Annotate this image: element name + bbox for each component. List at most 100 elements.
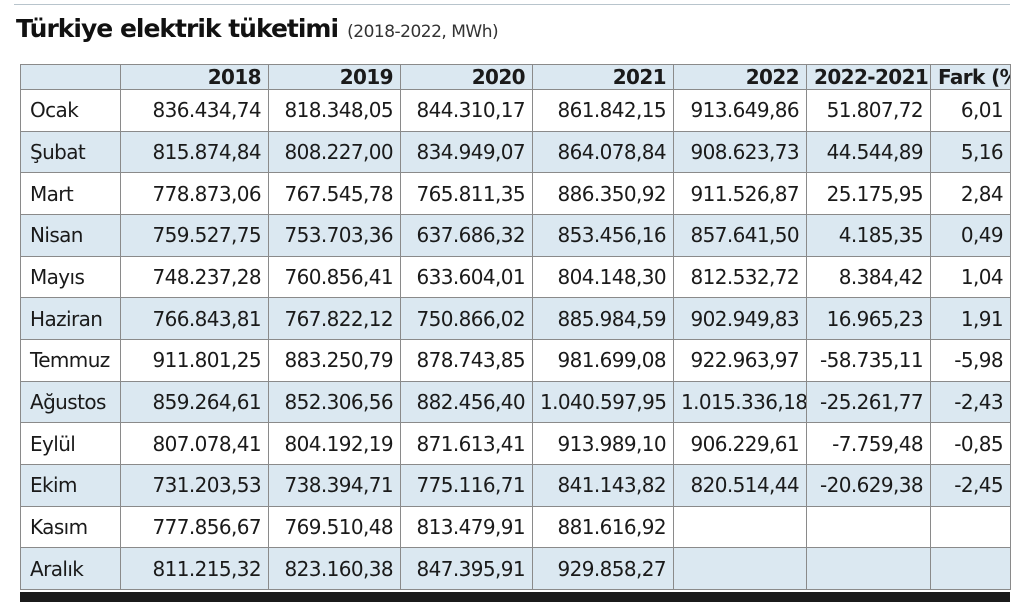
- value-cell: -5,98: [930, 338, 1011, 382]
- value-cell: 6,01: [930, 89, 1011, 132]
- value-cell: -58.735,11: [806, 338, 931, 382]
- value-cell: 834.949,07: [400, 130, 533, 174]
- month-cell: Nisan: [20, 213, 121, 257]
- value-cell: 766.843,81: [120, 297, 269, 340]
- value-cell: 981.699,08: [532, 338, 674, 382]
- header-cell: 2019: [268, 64, 401, 90]
- value-cell: 861.842,15: [532, 89, 674, 132]
- table-row: Ekim 731.203,53 738.394,71 775.116,71 841.14…: [20, 463, 1011, 507]
- value-cell: 750.866,02: [400, 297, 533, 340]
- value-cell: -7.759,48: [806, 422, 931, 465]
- table-row: Mayıs 748.237,28 760.856,41 633.604,01 804.1…: [20, 255, 1011, 299]
- value-cell: -0,85: [930, 422, 1011, 465]
- value-cell: 815.874,84: [120, 130, 269, 174]
- value-cell: 864.078,84: [532, 130, 674, 174]
- value-cell: 808.227,00: [268, 130, 401, 174]
- value-cell: 5,16: [930, 130, 1011, 174]
- month-cell: Şubat: [20, 130, 121, 174]
- value-cell: 881.616,92: [532, 505, 674, 549]
- value-cell: 929.858,27: [532, 547, 674, 590]
- value-cell: 847.395,91: [400, 547, 533, 590]
- value-cell: 759.527,75: [120, 213, 269, 257]
- value-cell: 911.801,25: [120, 338, 269, 382]
- value-cell: 2,84: [930, 172, 1011, 215]
- header-cell: 2018: [120, 64, 269, 90]
- value-cell: 852.306,56: [268, 380, 401, 424]
- value-cell: 637.686,32: [400, 213, 533, 257]
- month-cell: Haziran: [20, 297, 121, 340]
- value-cell: 767.545,78: [268, 172, 401, 215]
- value-cell: 857.641,50: [673, 213, 807, 257]
- header-cell: Fark (%): [930, 64, 1011, 90]
- value-cell: [930, 547, 1011, 590]
- value-cell: 813.479,91: [400, 505, 533, 549]
- table-row: Temmuz 911.801,25 883.250,79 878.743,85 981.…: [20, 338, 1011, 382]
- value-cell: 841.143,82: [532, 463, 674, 507]
- value-cell: 922.963,97: [673, 338, 807, 382]
- value-cell: 44.544,89: [806, 130, 931, 174]
- month-cell: Kasım: [20, 505, 121, 549]
- value-cell: -2,43: [930, 380, 1011, 424]
- value-cell: 1,91: [930, 297, 1011, 340]
- value-cell: 778.873,06: [120, 172, 269, 215]
- value-cell: 769.510,48: [268, 505, 401, 549]
- value-cell: 775.116,71: [400, 463, 533, 507]
- value-cell: 818.348,05: [268, 89, 401, 132]
- value-cell: [806, 505, 931, 549]
- value-cell: 913.989,10: [532, 422, 674, 465]
- value-cell: 8.384,42: [806, 255, 931, 299]
- header-cell: 2021: [532, 64, 674, 90]
- value-cell: 913.649,86: [673, 89, 807, 132]
- header-cell: 2020: [400, 64, 533, 90]
- value-cell: -2,45: [930, 463, 1011, 507]
- value-cell: 878.743,85: [400, 338, 533, 382]
- value-cell: 1.015.336,18: [673, 380, 807, 424]
- value-cell: 820.514,44: [673, 463, 807, 507]
- table-row: Ocak 836.434,74 818.348,05 844.310,17 861.84…: [20, 89, 1011, 132]
- value-cell: 804.148,30: [532, 255, 674, 299]
- page-title: Türkiye elektrik tüketimi: [16, 14, 339, 43]
- value-cell: 731.203,53: [120, 463, 269, 507]
- month-cell: Ağustos: [20, 380, 121, 424]
- table-row: Mart 778.873,06 767.545,78 765.811,35 886.35…: [20, 172, 1011, 215]
- table-body: Ocak 836.434,74 818.348,05 844.310,17 861.84…: [20, 89, 1011, 590]
- value-cell: [673, 547, 807, 590]
- value-cell: 4.185,35: [806, 213, 931, 257]
- month-cell: Mayıs: [20, 255, 121, 299]
- value-cell: 882.456,40: [400, 380, 533, 424]
- table-row: Nisan 759.527,75 753.703,36 637.686,32 853.4…: [20, 213, 1011, 257]
- value-cell: [673, 505, 807, 549]
- table-row: Haziran 766.843,81 767.822,12 750.866,02 885…: [20, 297, 1011, 340]
- value-cell: 738.394,71: [268, 463, 401, 507]
- value-cell: 16.965,23: [806, 297, 931, 340]
- month-cell: Ocak: [20, 89, 121, 132]
- value-cell: 883.250,79: [268, 338, 401, 382]
- month-cell: Ekim: [20, 463, 121, 507]
- value-cell: 859.264,61: [120, 380, 269, 424]
- header-cell: 2022: [673, 64, 807, 90]
- consumption-table: 2018 2019 2020 2021 2022 2022-2021 Fark …: [20, 64, 1011, 590]
- value-cell: 1.040.597,95: [532, 380, 674, 424]
- month-cell: Aralık: [20, 547, 121, 590]
- month-cell: Temmuz: [20, 338, 121, 382]
- value-cell: 886.350,92: [532, 172, 674, 215]
- value-cell: 1,04: [930, 255, 1011, 299]
- bottom-bar: [20, 592, 1010, 602]
- value-cell: 765.811,35: [400, 172, 533, 215]
- top-rule: [14, 4, 1010, 5]
- value-cell: 906.229,61: [673, 422, 807, 465]
- table-row: Ağustos 859.264,61 852.306,56 882.456,40 1.0…: [20, 380, 1011, 424]
- value-cell: 885.984,59: [532, 297, 674, 340]
- value-cell: 812.532,72: [673, 255, 807, 299]
- value-cell: [806, 547, 931, 590]
- value-cell: 836.434,74: [120, 89, 269, 132]
- table-row: Aralık 811.215,32 823.160,38 847.395,91 929.…: [20, 547, 1011, 590]
- value-cell: -20.629,38: [806, 463, 931, 507]
- value-cell: 760.856,41: [268, 255, 401, 299]
- value-cell: 767.822,12: [268, 297, 401, 340]
- value-cell: 633.604,01: [400, 255, 533, 299]
- value-cell: 753.703,36: [268, 213, 401, 257]
- month-cell: Mart: [20, 172, 121, 215]
- value-cell: 804.192,19: [268, 422, 401, 465]
- value-cell: 871.613,41: [400, 422, 533, 465]
